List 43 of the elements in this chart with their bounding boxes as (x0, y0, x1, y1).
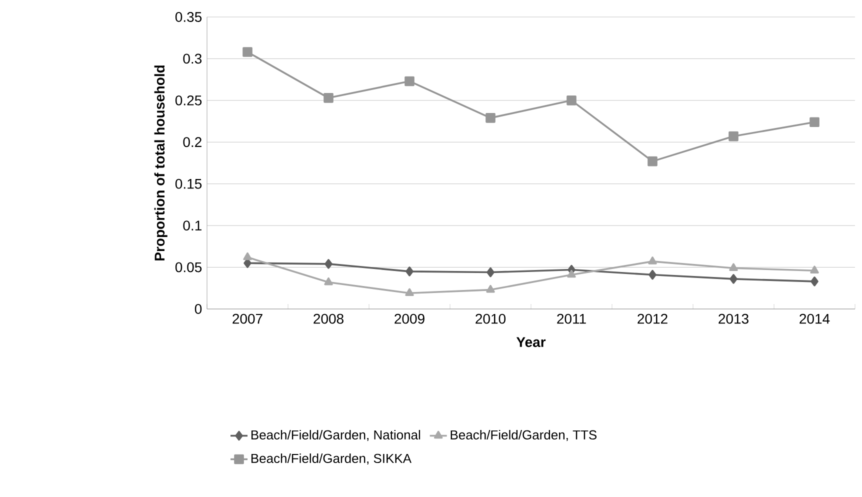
x-tick-label: 2007 (232, 314, 262, 324)
point (242, 47, 252, 57)
y-tick-label: 0.3 (183, 54, 202, 64)
y-tick-label: 0.05 (175, 262, 202, 272)
y-tick-label: 0.1 (183, 220, 202, 231)
x-tick-label: 2013 (718, 314, 748, 324)
x-tick-label: 2010 (476, 314, 506, 324)
point (730, 274, 738, 284)
point (243, 252, 252, 260)
y-tick-label: 0.25 (175, 95, 202, 106)
point (567, 270, 576, 278)
point (324, 93, 334, 103)
legend-label: Beach/Field/Garden, SIKKA (251, 453, 412, 465)
x-tick-label: 2014 (800, 314, 830, 324)
y-tick-label: 0.15 (175, 178, 202, 189)
x-axis-title: Year (516, 337, 546, 348)
x-tick-label: 2011 (557, 314, 586, 324)
y-axis-title: Proportion of total household (154, 66, 168, 260)
x-tick-label: 2012 (638, 314, 668, 324)
y-tick-label: 0 (194, 304, 202, 314)
point (486, 284, 495, 293)
point (728, 131, 738, 142)
legend-label: Beach/Field/Garden, National (251, 430, 420, 442)
y-tick-label: 0.2 (183, 137, 202, 148)
y-tick-label: 0.35 (175, 12, 202, 22)
legend-label: Beach/Field/Garden, TTS (450, 430, 597, 442)
point (405, 288, 414, 296)
x-tick-label: 2008 (314, 314, 344, 324)
point (810, 117, 820, 128)
point (648, 156, 658, 166)
point (324, 277, 333, 286)
point (566, 96, 576, 106)
point (810, 266, 819, 274)
point (406, 266, 414, 276)
point (810, 276, 818, 286)
point (729, 263, 738, 272)
point (648, 270, 656, 280)
point (648, 256, 657, 264)
point (486, 267, 494, 278)
x-tick-label: 2009 (394, 314, 424, 324)
point (324, 259, 332, 269)
point (486, 113, 496, 123)
point (404, 76, 414, 86)
